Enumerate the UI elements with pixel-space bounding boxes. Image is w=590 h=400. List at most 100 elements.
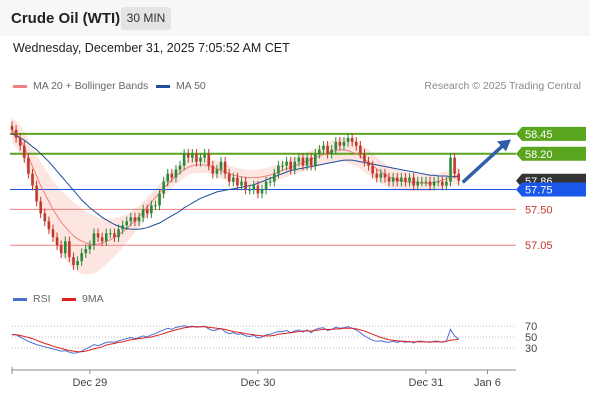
candle-body — [35, 185, 38, 202]
candle-body — [84, 249, 88, 254]
candle — [445, 176, 448, 191]
candle-body — [445, 181, 448, 186]
candle — [272, 168, 276, 187]
candle — [18, 133, 22, 151]
rsi-legend-label: RSI — [33, 293, 51, 305]
candle — [408, 172, 411, 187]
candle-body — [27, 157, 30, 174]
level-label-box — [516, 182, 586, 197]
ma20-swatch — [13, 84, 27, 88]
candle-body — [322, 145, 325, 150]
candle-body — [211, 165, 215, 174]
candle — [47, 216, 51, 235]
rsi-tick-label: 30 — [525, 343, 537, 355]
candle — [457, 168, 461, 186]
candle-body — [227, 173, 231, 182]
candle-body — [68, 241, 71, 258]
candle-body — [383, 173, 387, 178]
rsi-ma-line — [12, 326, 459, 353]
candle — [256, 180, 260, 199]
candle-body — [416, 181, 420, 186]
candle-body — [293, 161, 297, 170]
candle-body — [313, 153, 317, 166]
candle — [252, 180, 256, 195]
candle — [395, 172, 399, 187]
candle-body — [76, 261, 79, 266]
candle — [113, 228, 116, 243]
candle-body — [424, 181, 428, 183]
candle — [88, 240, 92, 254]
candle-body — [195, 153, 198, 162]
legend-rsi: RSI — [13, 293, 51, 305]
candle — [129, 212, 133, 227]
time-tick-label: Dec 31 — [409, 377, 444, 389]
rsi-tick-label: 50 — [525, 332, 537, 344]
candle-body — [346, 137, 350, 142]
candle-body — [252, 185, 256, 190]
candle — [416, 176, 420, 191]
level-label-box — [516, 146, 586, 161]
candle-body — [22, 145, 26, 158]
candle-body — [137, 217, 141, 222]
candle — [203, 148, 206, 163]
candle-body — [240, 181, 243, 186]
candle-body — [10, 125, 14, 130]
candle-body — [236, 177, 239, 186]
candle — [43, 208, 47, 227]
ma50-swatch — [156, 84, 170, 88]
candle — [264, 176, 268, 195]
candle-body — [219, 161, 223, 170]
bollinger-band-fill — [12, 117, 459, 275]
candle — [432, 176, 436, 191]
forecast-arrow-icon — [461, 139, 511, 184]
candle — [166, 168, 170, 187]
candle — [424, 176, 428, 187]
time-tick-label: Dec 29 — [72, 377, 107, 389]
candle — [359, 141, 362, 159]
rsi-ma-legend-label: 9MA — [82, 293, 104, 305]
level-label-58.20: 58.20 — [516, 146, 586, 161]
candle-body — [379, 173, 383, 178]
candle — [150, 200, 153, 219]
timeframe-badge[interactable]: 30 MIN — [121, 7, 171, 30]
candle-body — [207, 153, 211, 166]
candle — [14, 125, 18, 143]
candle — [137, 212, 141, 227]
candle — [363, 148, 366, 167]
candle — [297, 152, 301, 167]
candle-body — [391, 177, 395, 182]
candle — [158, 188, 161, 211]
candle — [178, 160, 182, 175]
candle-body — [248, 189, 252, 191]
candle — [133, 212, 137, 227]
candle-body — [174, 169, 178, 178]
candle — [145, 204, 149, 219]
candle — [199, 152, 202, 167]
level-label-text: 57.05 — [525, 240, 553, 252]
instrument-title: Crude Oil (WTI) — [11, 10, 121, 27]
candle-body — [432, 181, 436, 186]
candle-body — [170, 173, 174, 178]
candle — [31, 168, 34, 191]
candle — [35, 180, 38, 207]
candle — [260, 184, 264, 199]
candle — [453, 152, 456, 179]
chart-header: Crude Oil (WTI) 30 MIN — [0, 0, 590, 36]
level-label-58.45: 58.45 — [516, 126, 586, 141]
candle-body — [309, 157, 313, 166]
candle-body — [88, 245, 92, 250]
candle-body — [453, 157, 456, 174]
candle-body — [232, 177, 235, 182]
candle-body — [51, 229, 55, 238]
candle — [195, 148, 198, 167]
forecast-arrow-shaft — [461, 144, 505, 184]
candle-body — [457, 173, 461, 181]
candle-body — [14, 129, 18, 138]
candle-body — [223, 161, 227, 174]
candle — [240, 176, 243, 191]
candle-body — [330, 149, 333, 154]
candle — [285, 156, 288, 171]
candle-body — [449, 157, 452, 182]
candle — [59, 240, 63, 258]
